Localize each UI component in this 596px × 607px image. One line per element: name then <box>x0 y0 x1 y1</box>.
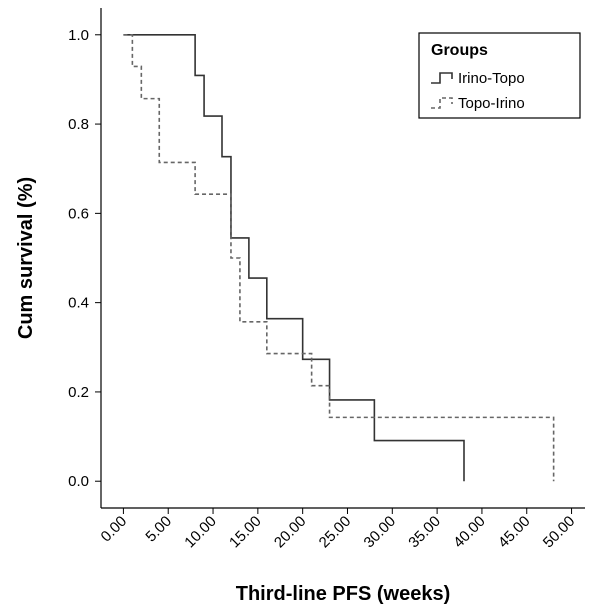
x-tick-label: 10.00 <box>181 513 220 552</box>
x-tick-label: 30.00 <box>361 513 400 552</box>
legend-label: Topo-Irino <box>458 95 525 112</box>
legend-label: Irino-Topo <box>458 70 525 87</box>
x-tick-label: 40.00 <box>450 513 489 552</box>
x-tick-label: 5.00 <box>142 513 175 546</box>
x-tick-label: 0.00 <box>98 513 131 546</box>
survival-line <box>123 33 465 482</box>
y-tick-label: 0.2 <box>68 384 89 401</box>
y-tick-label: 0.8 <box>68 116 89 133</box>
x-tick-label: 15.00 <box>226 513 265 552</box>
survival-line <box>123 33 555 482</box>
x-tick-label: 45.00 <box>495 513 534 552</box>
x-tick-label: 20.00 <box>271 513 310 552</box>
y-axis-label: Cum survival (%) <box>15 177 37 339</box>
y-tick-label: 0.6 <box>68 205 89 222</box>
legend-swatch <box>431 72 453 84</box>
y-tick-label: 0.0 <box>68 473 89 490</box>
x-tick-label: 25.00 <box>316 513 355 552</box>
legend-title: Groups <box>431 42 488 59</box>
legend-box <box>418 32 581 119</box>
y-tick-label: 1.0 <box>68 27 89 44</box>
y-tick-label: 0.4 <box>68 295 89 312</box>
x-tick-label: 35.00 <box>405 513 444 552</box>
x-tick-label: 50.00 <box>540 513 579 552</box>
x-axis-label: Third-line PFS (weeks) <box>236 583 450 605</box>
